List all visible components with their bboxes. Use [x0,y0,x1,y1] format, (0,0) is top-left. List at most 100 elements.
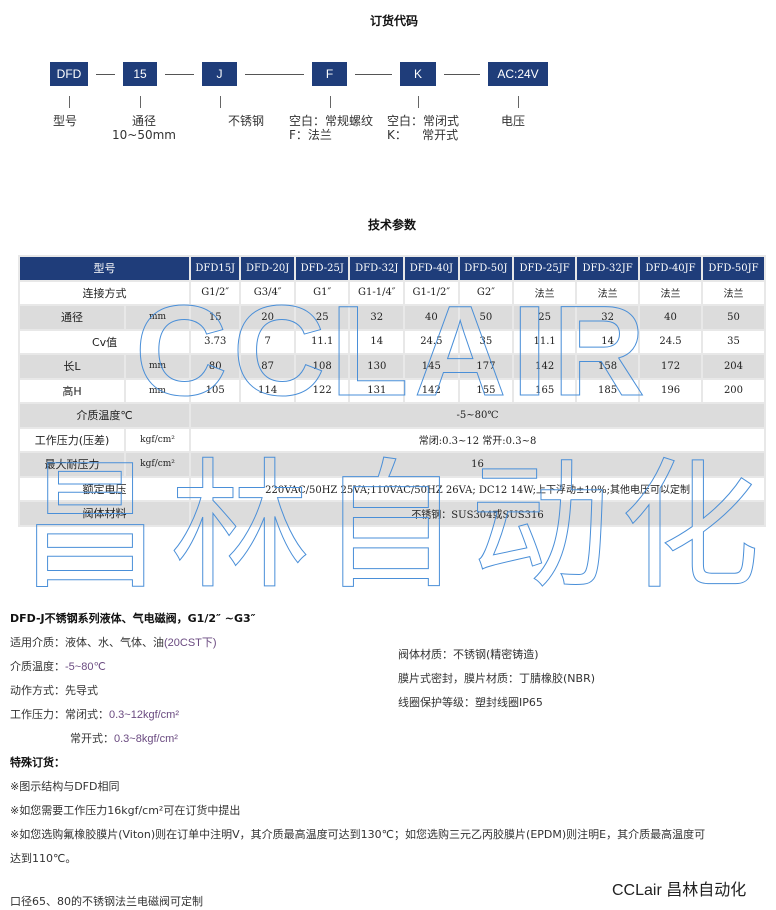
header-cell: DFD15J [189,255,242,282]
row-label: 通径 [18,304,126,331]
table-row: 最大耐压力 kgf/cm² 16 [18,451,766,478]
table-cell: 32 [348,304,406,331]
table-cell: 法兰 [638,279,703,306]
table-cell: 11.1 [293,328,351,355]
table-cell: 16 [189,451,766,478]
desc-highlight: -5~80℃ [65,661,106,673]
tick-line [219,96,221,108]
table-cell: 50 [700,304,767,331]
connector-line [444,74,480,75]
row-unit: mm [123,377,192,404]
table-cell: 158 [575,353,641,380]
desc-line: 动作方式：先导式 [10,682,98,698]
table-cell: 177 [457,353,515,380]
table-cell: 11.1 [512,328,578,355]
table-row: 通径 mm 15 20 25 32 40 50 25 32 40 50 [18,304,767,331]
table-row: 高H mm 105 114 122 131 142 155 165 185 196 200 [18,377,767,404]
table-row: 介质温度℃ -5~80℃ [17,402,766,429]
desc-title: DFD-J不锈钢系列液体、气电磁阀，G1/2″ ~G3″ [10,612,256,625]
table-cell: 165 [512,377,578,404]
connector-line [165,74,194,75]
desc-line: 膜片式密封，膜片材质：丁腈橡胶(NBR) [398,672,595,685]
table-cell: 35 [457,328,515,355]
header-cell: DFD-50J [457,255,515,282]
table-row: Cv值 3.73 7 11.1 14 24.5 35 11.1 14 24.5 35 [17,328,767,355]
special-title: 特殊订货： [10,756,65,769]
table-cell: 131 [348,377,406,404]
table-cell: 法兰 [700,279,767,306]
table-cell: G1-1/2″ [403,279,460,306]
desc-highlight: (20CST下) [164,637,217,649]
table-cell: G1/2″ [189,279,242,306]
code-box: AC:24V [488,62,548,86]
desc-highlight: 0.3~8kgf/cm² [114,733,178,745]
desc-value: 常闭式： [65,708,109,721]
table-cell: 172 [638,353,703,380]
code-box: F [312,62,347,86]
header-cell: DFD-40J [403,255,460,282]
tick-line [518,96,519,108]
row-label: 连接方式 [17,279,192,306]
table-cell: 40 [638,304,703,331]
code-label: 型号 [53,114,78,128]
table-cell: 不锈钢：SUS304或SUS316 [189,500,766,527]
table-cell: 法兰 [575,279,641,306]
table-cell: 40 [403,304,460,331]
table-row: 额定电压 220VAC/50HZ 25VA;110VAC/50HZ 26VA; D… [17,475,766,502]
header-cell: DFD-50JF [700,255,767,282]
row-unit: kgf/cm² [123,451,192,478]
table-cell: G3/4″ [239,279,296,306]
connector-line [96,74,115,75]
row-label: 高H [18,377,126,404]
table-cell: 196 [638,377,703,404]
desc-line: 适用介质：液体、水、气体、油(20CST下) [10,634,217,650]
code-box: J [202,62,237,86]
tick-line [69,96,70,108]
table-cell: 200 [700,377,767,404]
code-label: 通径 10~50mm [112,114,176,142]
table-cell: 25 [512,304,578,331]
table-cell: 32 [575,304,641,331]
table-cell: 122 [293,377,351,404]
desc-line: 介质温度：-5~80℃ [10,658,106,674]
table-cell: 142 [512,353,578,380]
spec-table: 型号 DFD15J DFD-20J DFD-25J DFD-32J DFD-40J DFD-… [17,255,767,527]
table-cell: 204 [700,353,767,380]
code-box: K [400,62,436,86]
code-label: 不锈钢 [228,114,265,128]
table-cell: 20 [239,304,296,331]
table-cell: 105 [189,377,242,404]
table-cell: 50 [457,304,515,331]
row-unit: kgf/cm² [123,426,192,453]
table-cell: 常闭:0.3~12 常开:0.3~8 [189,426,766,453]
note-line: 达到110℃。 [10,852,77,865]
table-cell: 35 [700,328,767,355]
desc-key [10,732,70,745]
table-cell: 24.5 [638,328,703,355]
connector-line [355,74,392,75]
brand-logo-text: CCLair 昌林自动化 [612,882,747,899]
desc-line: 常开式：0.3~8kgf/cm² [10,730,178,746]
tick-line [418,96,419,108]
table-cell: 114 [239,377,296,404]
table-cell: G1″ [293,279,351,306]
header-cell: DFD-25J [293,255,351,282]
header-cell: DFD-40JF [638,255,703,282]
table-cell: G1-1/4″ [348,279,406,306]
tick-line [140,96,141,108]
table-cell: 220VAC/50HZ 25VA;110VAC/50HZ 26VA; DC12 … [189,475,766,502]
note-line: ※图示结构与DFD相同 [10,780,120,793]
order-code-title: 订货代码 [370,14,419,28]
spec-title: 技术参数 [368,218,417,232]
table-cell: 3.73 [189,328,242,355]
row-unit: mm [123,353,192,380]
table-header-row: 型号 DFD15J DFD-20J DFD-25J DFD-32J DFD-40J DFD-… [17,255,767,282]
desc-highlight: 0.3~12kgf/cm² [109,709,180,721]
table-cell: 24.5 [403,328,460,355]
footer-note: 口径65、80的不锈钢法兰电磁阀可定制 [10,895,203,908]
table-cell: 法兰 [512,279,578,306]
desc-key: 适用介质： [10,636,65,649]
row-unit: mm [123,304,192,331]
row-label: 长L [18,353,126,380]
